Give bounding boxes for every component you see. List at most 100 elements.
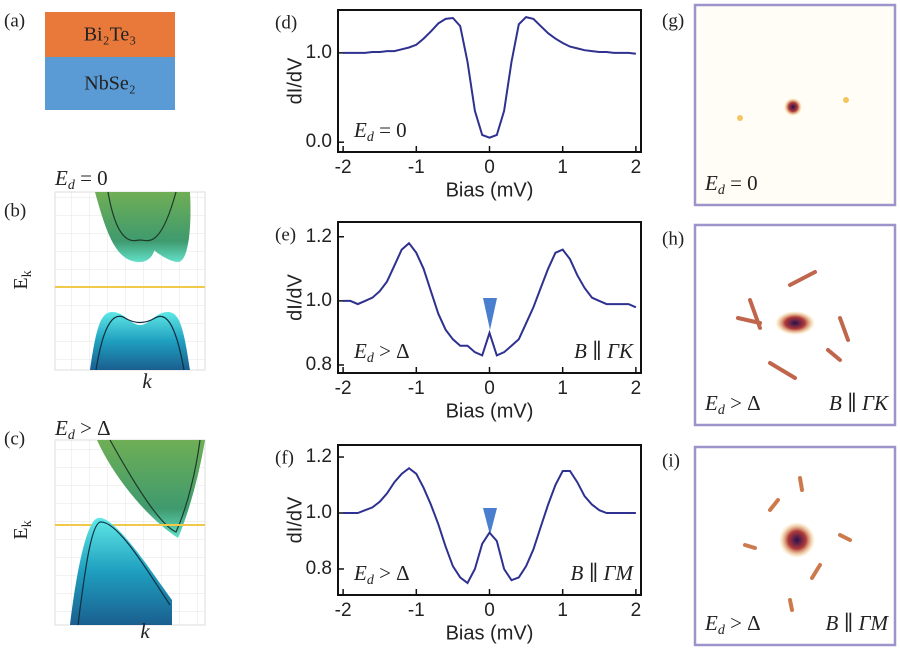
y-tick-label: 1.0	[306, 502, 332, 523]
math-main: E	[704, 171, 718, 195]
fft-spot	[784, 98, 802, 116]
fft-panels	[693, 3, 897, 647]
fft-streak	[743, 476, 852, 612]
math-rest: > Δ	[725, 391, 761, 415]
x-tick-label: 0	[484, 600, 495, 621]
x-tick-label: -2	[335, 378, 352, 399]
math-main: E	[704, 611, 718, 635]
annotation: Ed > Δ	[704, 391, 761, 418]
x-tick-label: 2	[631, 378, 642, 399]
x-tick-label: 0	[484, 157, 495, 178]
x-tick-label: -2	[335, 157, 352, 178]
condition: Ed > Δ	[54, 416, 111, 443]
x-axis-label: k	[142, 369, 152, 393]
annotation: Ed = 0	[353, 118, 407, 145]
math-main: B ∥ ΓK	[829, 391, 889, 415]
math-main: E	[353, 118, 367, 142]
x-tick-label: -1	[408, 378, 425, 399]
band-line	[95, 315, 185, 371]
y-tick-label: 1.0	[306, 42, 332, 63]
fft-spot	[779, 522, 815, 558]
marker	[483, 508, 497, 535]
annotation: B ∥ ΓM	[571, 561, 635, 585]
fft-spot	[775, 311, 815, 335]
math-sub: k	[20, 270, 35, 277]
math-rest: > Δ	[725, 611, 761, 635]
math-rest: = 0	[725, 171, 758, 195]
math-rest: > Δ	[75, 416, 111, 440]
fft-streak	[736, 270, 850, 380]
math-sub: d	[367, 351, 375, 366]
math-sub: k	[20, 520, 35, 527]
y-axis-label: Ek	[10, 270, 36, 289]
x-tick-label: 2	[631, 600, 642, 621]
x-tick-label: -1	[408, 157, 425, 178]
math-main: B ∥ ΓM	[571, 561, 635, 585]
math-main: B ∥ ΓK	[574, 339, 634, 363]
x-tick-label: 0	[484, 378, 495, 399]
x-tick-label: 1	[557, 378, 568, 399]
x-axis-label: k	[140, 619, 150, 643]
band-line	[107, 191, 177, 242]
x-tick-label: 1	[557, 157, 568, 178]
layer-label: NbSe₂	[84, 73, 135, 95]
math-rest: = 0	[374, 118, 407, 142]
annotation: B ∥ ΓM	[826, 611, 890, 635]
upper-band	[95, 192, 191, 262]
math-sub: d	[718, 183, 726, 198]
math-sub: d	[718, 623, 726, 638]
math-main: E	[10, 527, 32, 539]
x-tick-label: -1	[408, 600, 425, 621]
annotation: Ed > Δ	[353, 561, 410, 588]
math-main: E	[353, 339, 367, 363]
y-tick-label: 1.0	[306, 290, 332, 311]
y-axis-label: dI/dV	[284, 273, 306, 320]
data-line	[343, 466, 636, 585]
y-axis-label: Ek	[10, 520, 36, 539]
x-axis-label: Bias (mV)	[446, 400, 534, 422]
math-main: E	[54, 166, 68, 190]
math-sub: d	[367, 573, 375, 588]
band-line	[77, 521, 171, 626]
layer	[45, 57, 175, 110]
panel-label: (e)	[275, 224, 296, 245]
annotation: Ed = 0	[704, 171, 758, 198]
annotation: B ∥ ΓK	[829, 391, 889, 415]
math-main: E	[10, 277, 32, 289]
y-axis-label: dI/dV	[284, 496, 306, 543]
panel-label: (d)	[275, 12, 297, 33]
band-line	[109, 439, 201, 533]
lower-band	[90, 312, 190, 370]
annotation: Ed > Δ	[704, 611, 761, 638]
math-rest: = 0	[75, 166, 108, 190]
lower-band	[70, 517, 172, 625]
x-tick-label: 1	[557, 600, 568, 621]
marker	[483, 298, 497, 330]
math-sub: d	[718, 403, 726, 418]
y-tick-label: 0.0	[306, 131, 332, 152]
annotation: Ed > Δ	[353, 339, 410, 366]
x-tick-label: -2	[335, 600, 352, 621]
math-main: E	[353, 561, 367, 585]
data-line	[343, 241, 637, 357]
fft-spot	[737, 115, 743, 121]
panel-label: (i)	[662, 450, 680, 471]
y-tick-label: 1.2	[306, 446, 332, 467]
panel-label: (c)	[4, 428, 25, 449]
math-sub: d	[68, 428, 76, 443]
panel-label: (g)	[662, 10, 684, 31]
fft-spot	[843, 97, 849, 103]
math-sub: d	[367, 130, 375, 145]
math-main: E	[54, 416, 68, 440]
annotation: B ∥ ΓK	[574, 339, 634, 363]
layer	[45, 12, 175, 57]
x-axis-label: Bias (mV)	[446, 622, 534, 644]
layer-label: Bi₂Te₃	[84, 24, 137, 46]
panel-label: (b)	[4, 200, 26, 221]
y-tick-label: 1.2	[306, 226, 332, 247]
math-rest: > Δ	[374, 339, 410, 363]
condition: Ed = 0	[54, 166, 108, 193]
panel-label: (a)	[4, 10, 25, 31]
y-tick-label: 0.8	[306, 558, 332, 579]
